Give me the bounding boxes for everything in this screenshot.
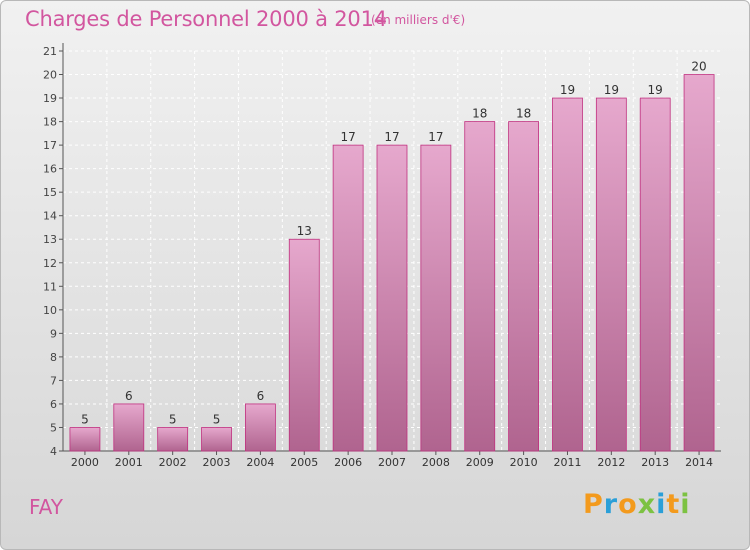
data-label: 5 [169,412,177,426]
y-tick-label: 15 [43,186,57,199]
data-label: 18 [472,107,487,121]
x-tick-label: 2014 [685,456,713,469]
data-label: 19 [560,83,575,97]
logo-letter: x [637,489,657,520]
bar-2003[interactable] [201,427,232,452]
y-tick-label: 8 [50,351,57,364]
data-label: 13 [297,224,312,238]
y-tick-label: 12 [43,257,57,270]
x-tick-label: 2002 [159,456,187,469]
x-tick-label: 2006 [334,456,362,469]
x-tick-label: 2003 [203,456,231,469]
x-tick-label: 2010 [510,456,538,469]
bars [69,74,715,452]
x-tick-label: 2008 [422,456,450,469]
data-label: 18 [516,107,531,121]
y-tick-label: 16 [43,163,57,176]
bar-2007[interactable] [376,144,408,452]
data-label: 5 [213,412,221,426]
y-tick-label: 21 [43,45,57,58]
x-tick-label: 2009 [466,456,494,469]
proxiti-logo[interactable]: Proxiti [583,489,691,520]
x-tick-label: 2012 [597,456,625,469]
x-tick-label: 2000 [71,456,99,469]
y-tick-label: 18 [43,116,57,129]
y-tick-label: 20 [43,69,57,82]
x-tick-label: 2001 [115,456,143,469]
data-label: 17 [384,130,399,144]
axes: 4 5 6 7 8 9 10 11 12 13 14 15 16 17 18 19 20 21 2000 2001 20… [43,43,721,469]
y-tick-label: 4 [50,445,57,458]
data-label: 19 [648,83,663,97]
logo-letter: t [666,489,681,520]
y-tick-label: 5 [50,421,57,434]
data-label: 6 [125,389,133,403]
x-tick-label: 2011 [553,456,581,469]
y-tick-label: 13 [43,233,57,246]
bar-2011[interactable] [552,97,583,452]
y-tick-label: 11 [43,280,57,293]
data-label: 19 [604,83,619,97]
place-name: FAY [29,495,64,519]
x-tick-label: 2005 [290,456,318,469]
logo-letter: o [618,489,638,520]
logo-letter: r [603,489,619,520]
x-tick-label: 2004 [246,456,274,469]
y-tick-label: 6 [50,398,57,411]
x-tick-label: 2007 [378,456,406,469]
data-label: 5 [81,412,89,426]
data-label: 20 [691,60,706,74]
logo-letter: i [680,489,691,520]
bar-2005[interactable] [288,238,320,452]
chart-title: Charges de Personnel 2000 à 2014 [25,7,387,31]
logo-letter: P [583,489,604,520]
bar-2006[interactable] [332,144,364,452]
data-label: 6 [257,389,265,403]
y-tick-label: 9 [50,327,57,340]
bar-2001[interactable] [113,403,145,452]
bar-2000[interactable] [69,427,101,452]
bar-2002[interactable] [157,427,189,452]
y-tick-label: 14 [43,210,57,223]
bar-2008[interactable] [420,144,452,452]
bar-2010[interactable] [508,121,540,452]
data-label: 17 [340,130,355,144]
y-tick-label: 19 [43,92,57,105]
y-tick-label: 7 [50,374,57,387]
data-label: 17 [428,130,443,144]
logo-letter: i [656,489,667,520]
chart-subtitle: (en milliers d'€) [371,13,466,27]
y-tick-label: 17 [43,139,57,152]
x-tick-label: 2013 [641,456,669,469]
bar-2009[interactable] [464,121,496,452]
bar-2004[interactable] [244,403,276,452]
data-labels: 5 6 5 5 6 13 17 17 17 18 18 19 19 19 20 [81,60,707,427]
bar-2013[interactable] [639,97,671,452]
bar-2012[interactable] [595,97,627,452]
bar-2014[interactable] [683,74,715,452]
y-tick-label: 10 [43,304,57,317]
